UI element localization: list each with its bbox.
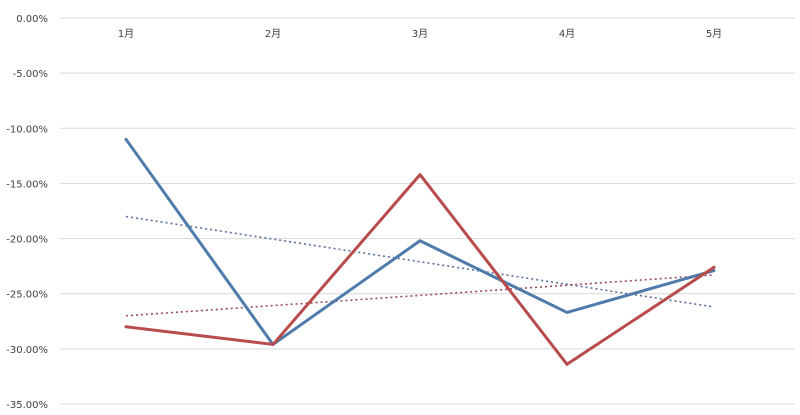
x-tick-label: 4月 (559, 28, 575, 40)
x-tick-label: 5月 (706, 28, 722, 40)
y-tick-label: -25.00% (6, 290, 48, 301)
y-tick-label: -10.00% (6, 124, 48, 135)
y-tick-label: -5.00% (13, 69, 48, 80)
trendline (125, 274, 715, 317)
data-point (124, 138, 128, 141)
y-tick-label: 0.00% (16, 14, 48, 25)
x-tick-label: 1月 (118, 28, 134, 40)
trendline (125, 215, 715, 308)
series-line-2 (124, 173, 716, 366)
gridlines (60, 17, 795, 405)
data-point (418, 173, 422, 176)
data-point (565, 311, 569, 314)
data-point (418, 239, 422, 242)
data-point (712, 269, 716, 272)
data-point (271, 343, 275, 346)
series-lines (124, 137, 716, 366)
y-axis-tick-labels: 0.00% -5.00% -10.00% -15.00% -20.00% -25.00% -… (6, 14, 48, 411)
y-tick-label: -15.00% (6, 179, 48, 190)
y-tick-label: -30.00% (6, 345, 48, 356)
x-axis-tick-labels: 1月 2月 3月 4月 5月 (118, 28, 722, 40)
data-point (565, 363, 569, 366)
data-point (712, 266, 716, 269)
y-tick-label: -35.00% (6, 400, 48, 411)
data-point (124, 325, 128, 328)
trendlines (125, 215, 715, 317)
x-tick-label: 2月 (265, 28, 281, 40)
y-tick-label: -20.00% (6, 235, 48, 246)
x-tick-label: 3月 (412, 28, 428, 40)
